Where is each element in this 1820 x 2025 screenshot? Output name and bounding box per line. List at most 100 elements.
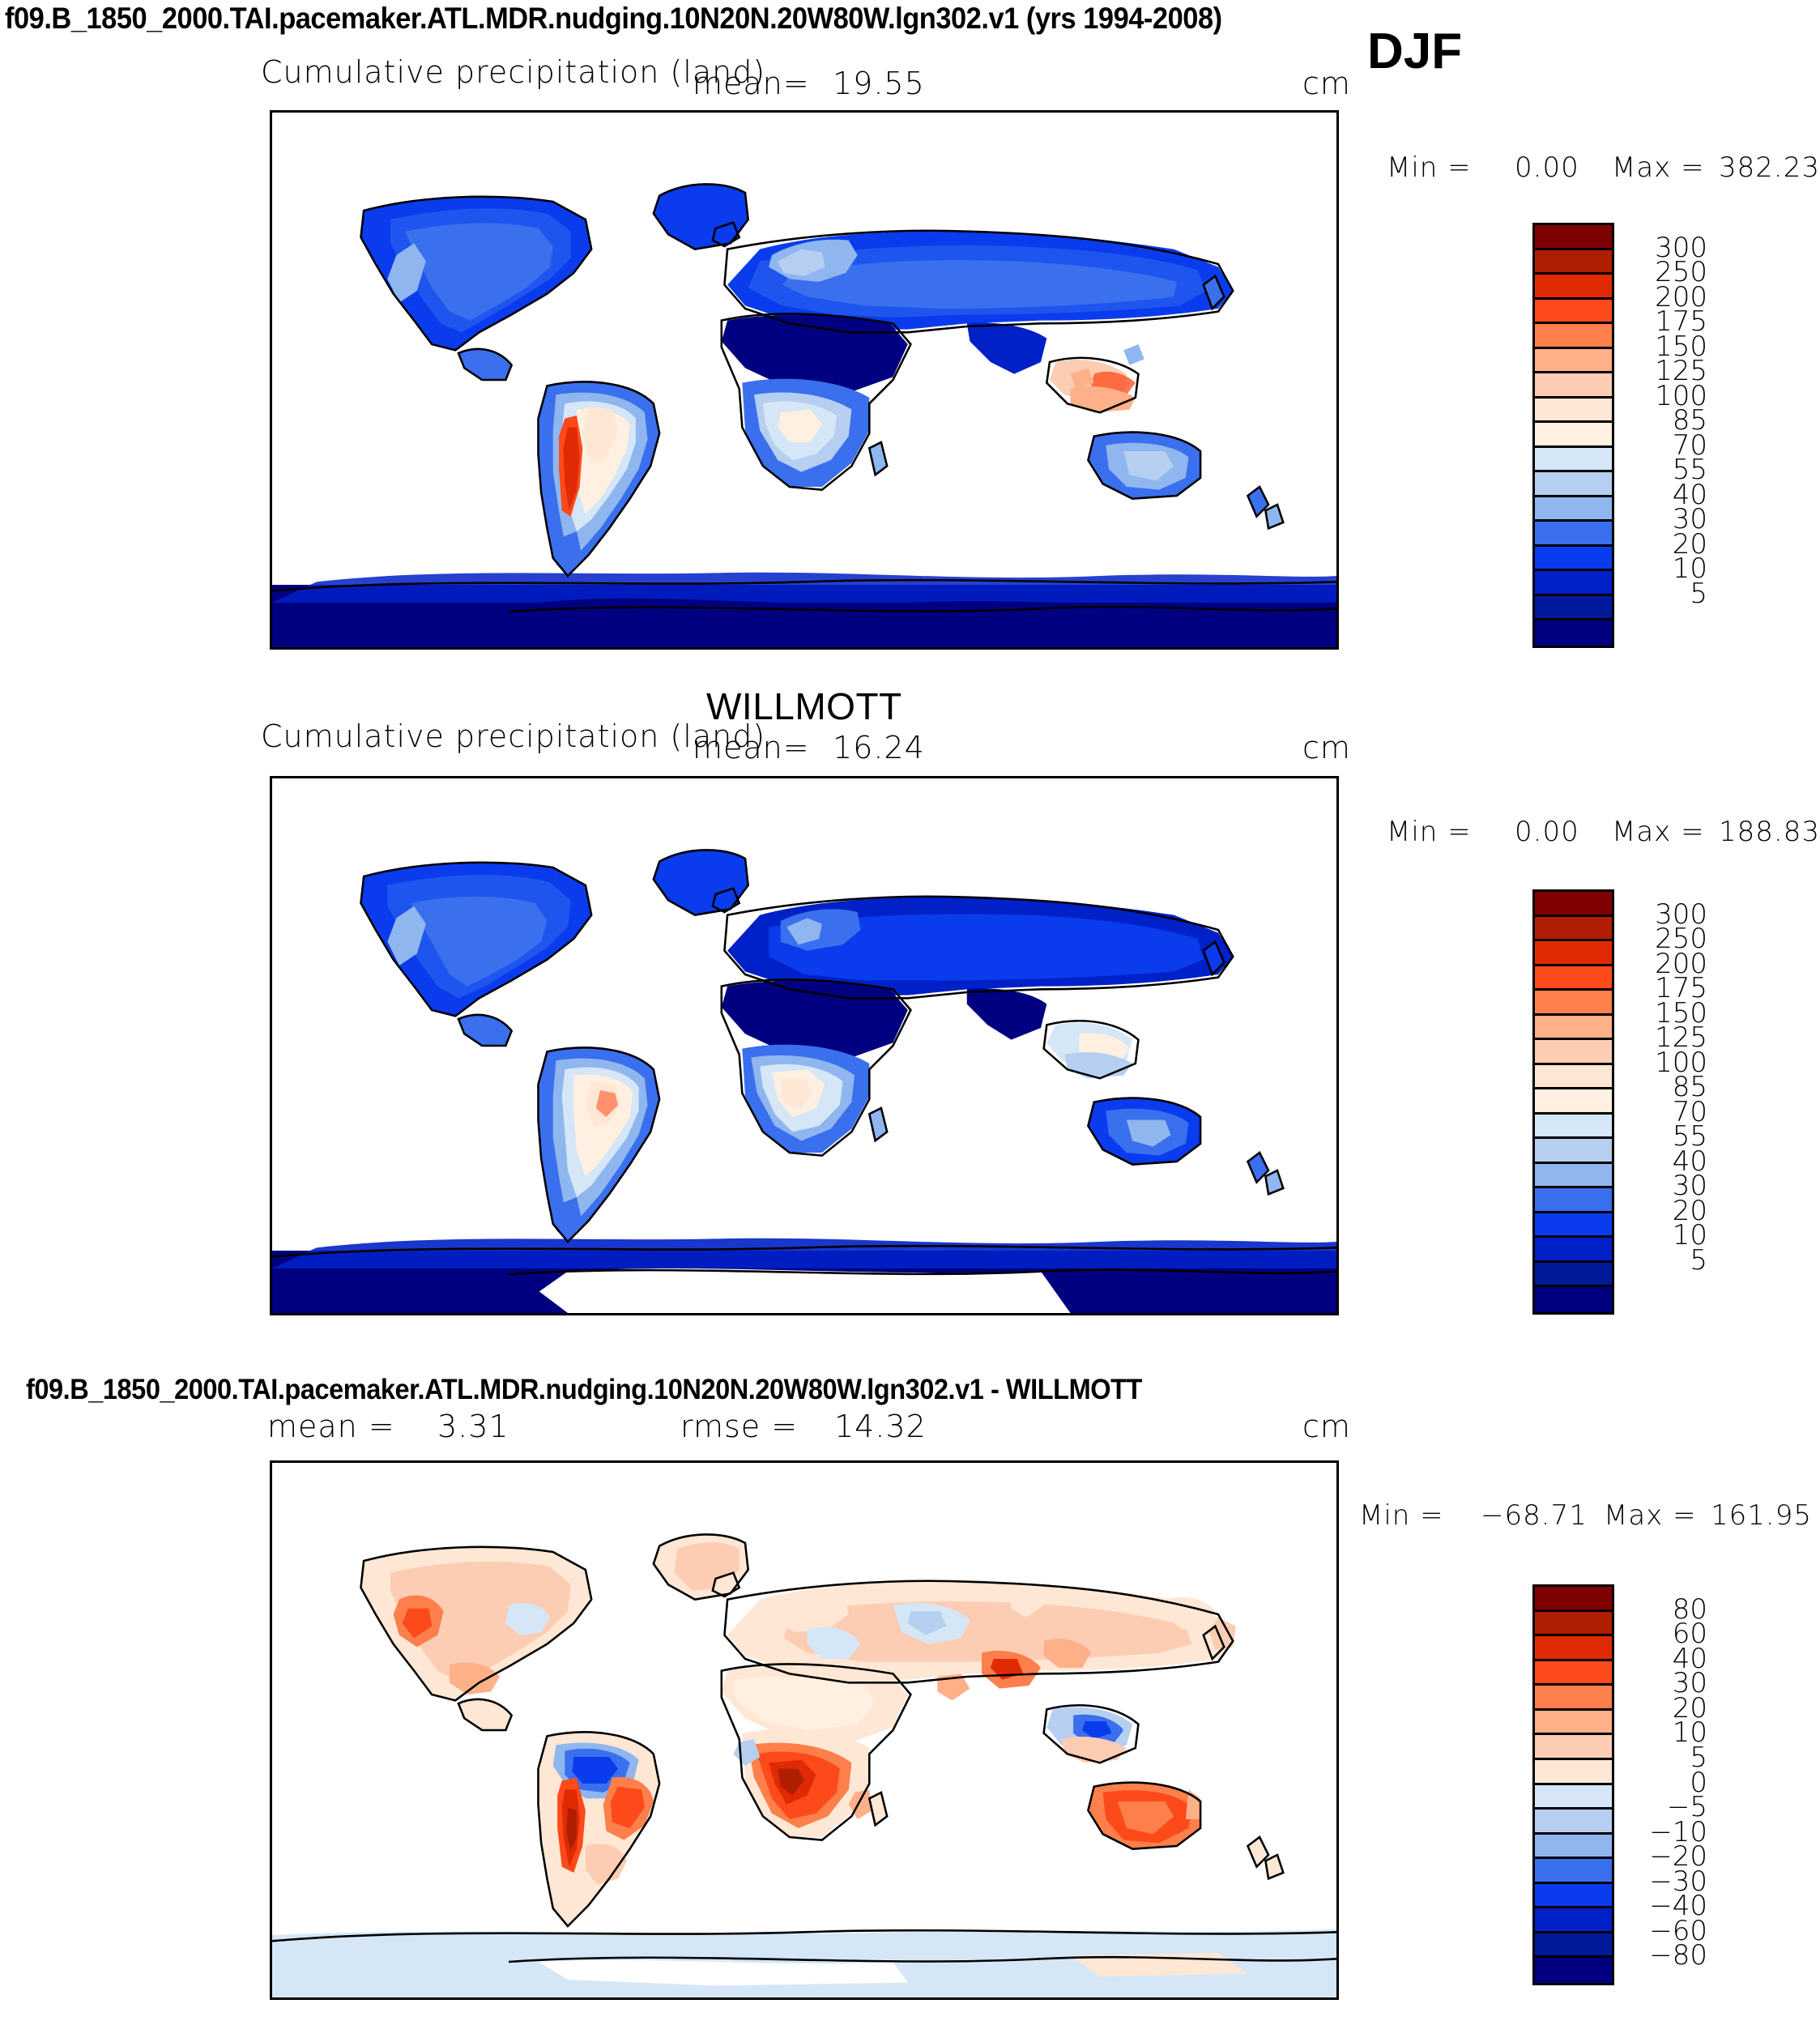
cb-diff-swatch	[1535, 1735, 1612, 1760]
cb-diff-swatch	[1535, 1834, 1612, 1860]
panel1-variable-label: Cumulative precipitation (land)	[261, 54, 766, 90]
cb-willmott-tick-label: 55	[1672, 1120, 1707, 1153]
cb-diff-tick-label: 60	[1672, 1618, 1707, 1651]
panel1-min-value: 0.00	[1515, 151, 1579, 184]
panel2-min-value: 0.00	[1515, 816, 1579, 848]
colorbar-willmott	[1532, 889, 1614, 1315]
panel1-max-label: Max =	[1612, 151, 1705, 184]
cb-model-tick-label: 30	[1672, 503, 1707, 536]
cb-willmott-tick-label: 150	[1655, 996, 1707, 1030]
map-panel-willmott	[270, 776, 1339, 1315]
cb-willmott-tick-label: 10	[1672, 1219, 1707, 1252]
colorbar-difference-labels: 80 60 40 30 20 10 5 0 −5 −10 −20 −30 −40 −60 −80	[1618, 1584, 1724, 1980]
cb-willmott-swatch	[1535, 1064, 1612, 1090]
panel2-title: WILLMOTT	[706, 685, 902, 727]
cb-model-swatch	[1535, 497, 1612, 522]
cb-willmott-swatch	[1535, 1015, 1612, 1041]
panel3-rmse-label: rmse =	[680, 1409, 799, 1444]
panel3-units: cm	[1302, 1409, 1351, 1444]
panel3-rmse-value: 14.32	[834, 1409, 927, 1444]
cb-diff-tick-label: −30	[1649, 1865, 1707, 1898]
cb-willmott-tick-label: 40	[1672, 1145, 1707, 1178]
cb-willmott-swatch	[1535, 1287, 1612, 1312]
cb-diff-swatch	[1535, 1810, 1612, 1835]
cb-willmott-swatch	[1535, 1139, 1612, 1164]
panel2-variable-label: Cumulative precipitation (land)	[261, 718, 766, 754]
cb-willmott-swatch	[1535, 1213, 1612, 1238]
panel1-max-value: 382.23	[1719, 151, 1820, 184]
cb-willmott-tick-label: 300	[1655, 897, 1707, 931]
cb-diff-tick-label: 30	[1672, 1667, 1707, 1700]
panel2-units: cm	[1302, 730, 1351, 765]
cb-willmott-tick-label: 250	[1655, 923, 1707, 956]
cb-willmott-swatch	[1535, 1238, 1612, 1263]
panel1-mean-label: mean=	[693, 66, 810, 101]
cb-diff-swatch	[1535, 1859, 1612, 1884]
cb-model-swatch	[1535, 522, 1612, 547]
panel2-mean-value: 16.24	[833, 730, 925, 765]
cb-diff-tick-label: −20	[1649, 1840, 1707, 1874]
panel2-max-label: Max =	[1612, 816, 1705, 848]
cb-willmott-swatch	[1535, 1114, 1612, 1140]
cb-model-swatch	[1535, 225, 1612, 250]
map-model-svg	[272, 113, 1336, 647]
panel1-min-label: Min =	[1387, 151, 1472, 184]
cb-diff-tick-label: 10	[1672, 1716, 1707, 1750]
cb-model-tick-label: 200	[1655, 280, 1707, 313]
cb-willmott-tick-label: 100	[1655, 1046, 1707, 1079]
colorbar-difference	[1532, 1584, 1614, 1985]
cb-willmott-swatch	[1535, 991, 1612, 1016]
cb-diff-tick-label: −5	[1666, 1791, 1707, 1824]
cb-willmott-tick-label: 5	[1690, 1243, 1707, 1277]
map-willmott-svg	[272, 778, 1336, 1313]
cb-willmott-swatch	[1535, 966, 1612, 991]
panel3-min-value: −68.71	[1481, 1499, 1588, 1532]
cb-willmott-swatch	[1535, 1262, 1612, 1288]
colorbar-willmott-labels: 300 250 200 175 150 125 100 85 70 55 40 30 20 10 5	[1618, 889, 1724, 1310]
cb-model-tick-label: 40	[1672, 478, 1707, 511]
cb-diff-tick-label: 0	[1690, 1766, 1707, 1799]
cb-model-swatch	[1535, 472, 1612, 497]
cb-model-tick-label: 125	[1655, 355, 1707, 388]
cb-model-swatch	[1535, 423, 1612, 448]
cb-diff-swatch	[1535, 1686, 1612, 1711]
colorbar-model-labels: 300 250 200 175 150 125 100 85 70 55 40 30 20 10 5	[1618, 223, 1724, 643]
cb-diff-swatch	[1535, 1587, 1612, 1612]
cb-diff-tick-label: 80	[1672, 1592, 1707, 1626]
cb-willmott-tick-label: 70	[1672, 1095, 1707, 1128]
map-panel-difference	[270, 1460, 1339, 2000]
panel3-mean-label: mean =	[267, 1409, 395, 1444]
cb-model-swatch	[1535, 249, 1612, 275]
cb-diff-swatch	[1535, 1710, 1612, 1736]
panel2-mean-label: mean=	[693, 730, 810, 765]
panel3-max-value: 161.95	[1711, 1499, 1812, 1532]
cb-model-tick-label: 20	[1672, 527, 1707, 561]
cb-willmott-swatch	[1535, 1163, 1612, 1189]
cb-diff-swatch	[1535, 1784, 1612, 1810]
cb-willmott-swatch	[1535, 1188, 1612, 1213]
cb-diff-tick-label: −60	[1649, 1914, 1707, 1947]
cb-willmott-swatch	[1535, 892, 1612, 917]
panel2-min-label: Min =	[1387, 816, 1472, 848]
cb-model-swatch	[1535, 324, 1612, 349]
cb-diff-tick-label: −80	[1649, 1939, 1707, 1972]
cb-diff-swatch	[1535, 1660, 1612, 1686]
cb-diff-tick-label: −40	[1649, 1890, 1707, 1923]
colorbar-model	[1532, 223, 1614, 648]
cb-diff-tick-label: −10	[1649, 1815, 1707, 1848]
season-label: DJF	[1367, 23, 1463, 79]
cb-model-swatch	[1535, 398, 1612, 424]
cb-model-swatch	[1535, 275, 1612, 300]
cb-willmott-swatch	[1535, 916, 1612, 942]
map-panel-model	[270, 110, 1339, 650]
cb-model-tick-label: 175	[1655, 305, 1707, 339]
figure-main-title: f09.B_1850_2000.TAI.pacemaker.ATL.MDR.nu…	[5, 2, 1222, 35]
cb-willmott-swatch	[1535, 1089, 1612, 1115]
cb-diff-swatch	[1535, 1759, 1612, 1785]
cb-diff-swatch	[1535, 1958, 1612, 1983]
cb-model-tick-label: 100	[1655, 379, 1707, 412]
cb-model-swatch	[1535, 348, 1612, 374]
cb-diff-tick-label: 40	[1672, 1642, 1707, 1675]
cb-diff-tick-label: 5	[1690, 1741, 1707, 1774]
